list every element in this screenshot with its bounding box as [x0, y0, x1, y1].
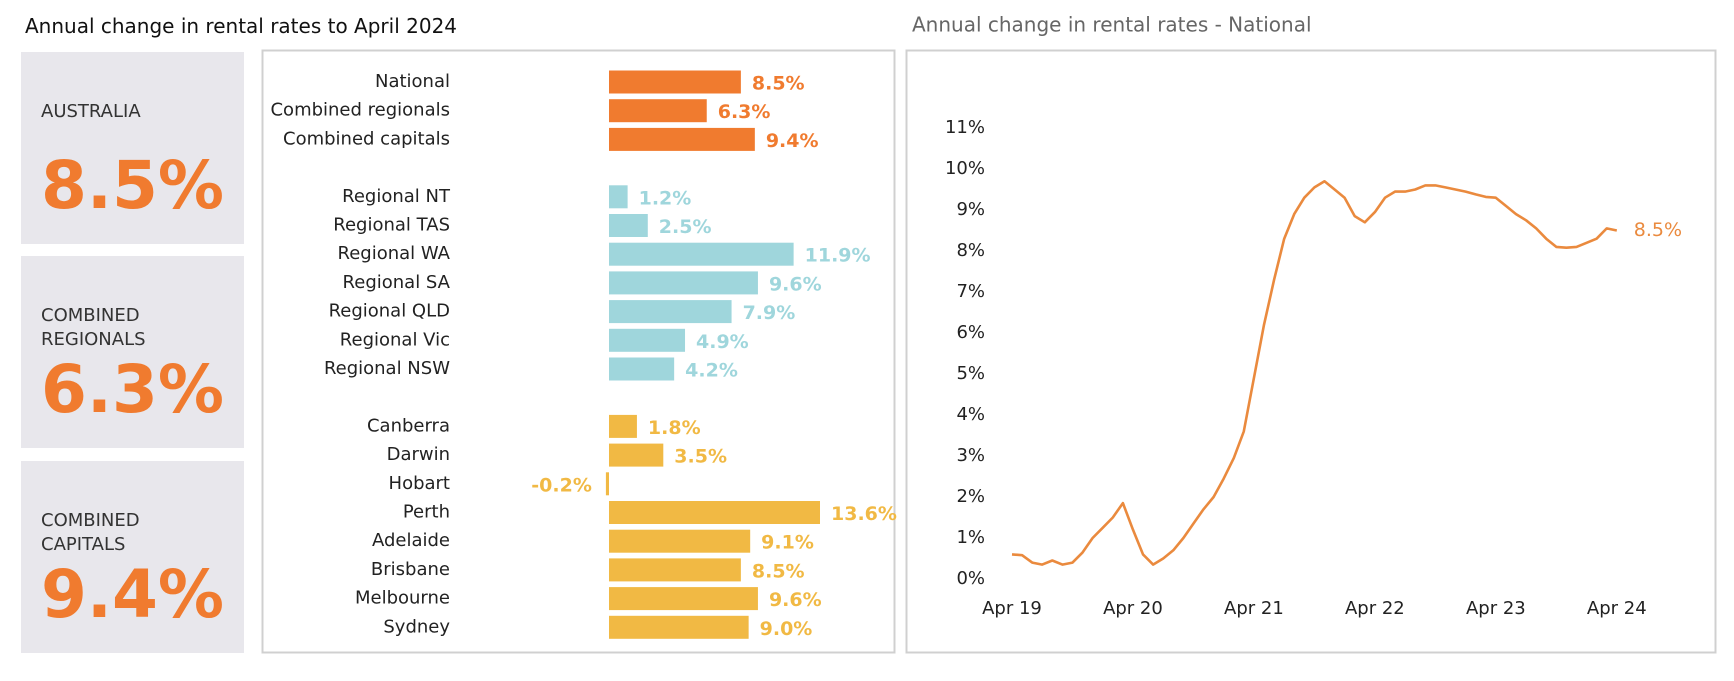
bar	[609, 214, 648, 237]
bar-panel	[261, 49, 896, 654]
category-label: Brisbane	[371, 559, 450, 580]
kpi-label: COMBINED CAPITALS	[41, 510, 140, 555]
y-tick-label: 1%	[956, 527, 985, 548]
y-tick-label: 6%	[956, 322, 985, 343]
bar	[609, 185, 628, 209]
y-tick-label: 10%	[945, 158, 985, 179]
x-tick-label: Apr 19	[982, 598, 1042, 619]
bar	[609, 70, 741, 94]
category-label: Regional WA	[338, 243, 451, 264]
y-tick-label: 0%	[956, 568, 985, 589]
bar	[609, 414, 637, 438]
dashboard-title: Annual change in rental rates to April 2…	[25, 14, 458, 38]
x-tick-label: Apr 22	[1345, 598, 1405, 619]
value-label: -0.2%	[531, 474, 592, 496]
category-label: Darwin	[387, 444, 450, 465]
value-label: 3.5%	[674, 446, 727, 468]
y-tick-label: 8%	[956, 240, 985, 261]
y-tick-label: 3%	[956, 445, 985, 466]
value-label: 13.6%	[831, 503, 897, 525]
value-label: 2.5%	[659, 216, 712, 238]
y-tick-label: 7%	[956, 281, 985, 302]
bar	[609, 271, 758, 295]
category-label: Sydney	[383, 616, 450, 637]
bar	[609, 300, 732, 324]
bar	[609, 558, 741, 582]
kpi-value: 8.5%	[40, 147, 225, 224]
value-label: 8.5%	[752, 560, 805, 582]
category-label: Hobart	[389, 473, 450, 494]
category-label: Adelaide	[372, 530, 450, 551]
value-label: 6.3%	[718, 101, 771, 123]
kpi-value: 9.4%	[40, 556, 225, 633]
kpi-label: COMBINED REGIONALS	[41, 305, 146, 350]
value-label: 4.2%	[685, 360, 738, 382]
bar	[605, 472, 609, 496]
bar	[609, 529, 751, 553]
value-label: 8.5%	[752, 73, 805, 95]
category-label: Canberra	[367, 415, 450, 436]
x-tick-label: Apr 21	[1224, 598, 1284, 619]
category-label: Combined regionals	[270, 100, 450, 121]
y-tick-label: 2%	[956, 486, 985, 507]
y-tick-label: 11%	[945, 117, 985, 138]
category-label: Regional TAS	[333, 215, 450, 236]
value-label: 4.9%	[696, 331, 749, 353]
bar	[609, 127, 755, 151]
value-label: 9.1%	[761, 532, 814, 554]
value-label: 9.0%	[760, 618, 813, 640]
line	[1011, 180, 1618, 566]
y-tick-label: 9%	[956, 199, 985, 220]
value-label: 7.9%	[743, 302, 796, 324]
category-label: National	[375, 71, 450, 92]
bar	[609, 99, 707, 123]
x-tick-label: Apr 24	[1587, 598, 1647, 619]
kpi-card: AUSTRALIA 8.5%	[21, 52, 244, 244]
kpi-card: COMBINED REGIONALS 6.3%	[21, 256, 244, 448]
bar	[609, 357, 675, 381]
category-label: Regional SA	[343, 272, 451, 293]
y-tick-label: 4%	[956, 404, 985, 425]
value-label: 9.6%	[769, 589, 822, 611]
x-tick-label: Apr 20	[1103, 598, 1163, 619]
bar	[609, 242, 794, 266]
line-panel	[905, 49, 1717, 654]
kpi-value: 6.3%	[40, 351, 225, 428]
end-label: 8.5%	[1634, 219, 1682, 241]
value-label: 11.9%	[805, 245, 871, 267]
value-label: 1.8%	[648, 417, 701, 439]
kpi-label: AUSTRALIA	[41, 101, 141, 122]
bar	[609, 615, 749, 639]
category-label: Regional QLD	[329, 301, 450, 322]
category-label: Melbourne	[355, 588, 450, 609]
kpi-card: COMBINED CAPITALS 9.4%	[21, 461, 244, 653]
category-label: Regional NT	[342, 186, 451, 207]
bar	[609, 328, 686, 352]
value-label: 1.2%	[639, 187, 692, 209]
x-tick-label: Apr 23	[1466, 598, 1526, 619]
bar	[609, 443, 664, 467]
category-label: Regional NSW	[324, 358, 450, 379]
category-label: Regional Vic	[340, 329, 450, 350]
value-label: 9.4%	[766, 130, 819, 152]
category-label: Combined capitals	[283, 128, 450, 149]
line-chart-title: Annual change in rental rates - National	[912, 13, 1312, 37]
bar	[609, 501, 820, 524]
y-tick-label: 5%	[956, 363, 985, 384]
category-label: Perth	[403, 502, 450, 523]
value-label: 9.6%	[769, 273, 822, 295]
bar	[609, 587, 758, 611]
